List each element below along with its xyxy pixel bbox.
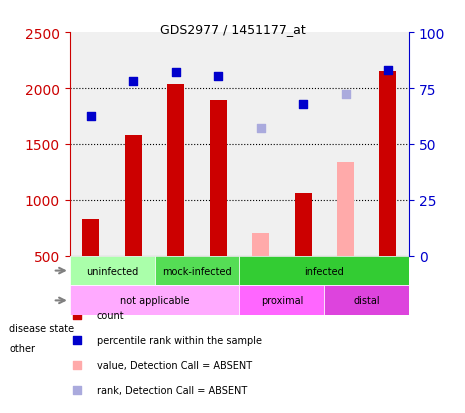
Point bbox=[87, 113, 95, 120]
FancyBboxPatch shape bbox=[70, 286, 239, 316]
FancyBboxPatch shape bbox=[70, 256, 154, 286]
Bar bbox=[252, 234, 269, 256]
FancyBboxPatch shape bbox=[239, 286, 324, 316]
Text: infected: infected bbox=[305, 266, 344, 276]
FancyBboxPatch shape bbox=[154, 256, 239, 286]
Point bbox=[298, 227, 305, 234]
Text: not applicable: not applicable bbox=[120, 296, 189, 306]
Text: GDS2977 / 1451177_at: GDS2977 / 1451177_at bbox=[159, 23, 306, 36]
Bar bbox=[295, 194, 312, 256]
Point bbox=[384, 68, 392, 74]
Text: disease state: disease state bbox=[9, 323, 74, 333]
Text: mock-infected: mock-infected bbox=[162, 266, 232, 276]
Bar bbox=[210, 101, 227, 256]
Text: proximal: proximal bbox=[261, 296, 303, 306]
Bar bbox=[82, 219, 100, 256]
Bar bbox=[167, 84, 184, 256]
FancyBboxPatch shape bbox=[324, 286, 409, 316]
Point bbox=[172, 70, 179, 76]
Text: uninfected: uninfected bbox=[86, 266, 138, 276]
Bar bbox=[379, 72, 397, 256]
Point bbox=[299, 101, 307, 108]
Text: distal: distal bbox=[353, 296, 380, 306]
Point bbox=[130, 79, 137, 85]
Text: rank, Detection Call = ABSENT: rank, Detection Call = ABSENT bbox=[97, 385, 247, 396]
Bar bbox=[337, 162, 354, 256]
Text: percentile rank within the sample: percentile rank within the sample bbox=[97, 335, 262, 346]
Text: value, Detection Call = ABSENT: value, Detection Call = ABSENT bbox=[97, 361, 252, 370]
Bar bbox=[125, 135, 142, 256]
Point bbox=[214, 73, 222, 80]
Point bbox=[342, 91, 349, 98]
Point bbox=[298, 0, 305, 7]
Text: other: other bbox=[9, 343, 35, 353]
Text: count: count bbox=[97, 311, 125, 320]
Point bbox=[257, 126, 265, 132]
FancyBboxPatch shape bbox=[239, 256, 409, 286]
